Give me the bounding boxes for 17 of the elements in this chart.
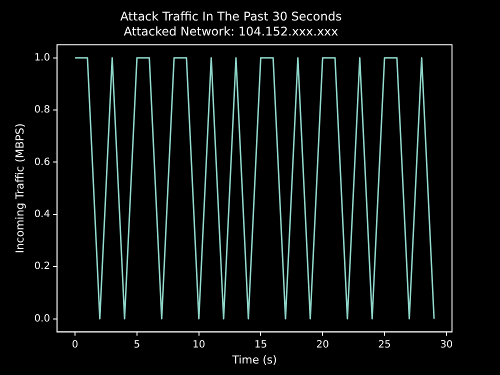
x-tick-label: 25 — [378, 339, 391, 350]
x-tick-label: 20 — [316, 339, 330, 350]
y-tick-label: 0.0 — [34, 313, 50, 324]
y-axis-title: Incoming Traffic (MBPS) — [13, 123, 26, 254]
y-tick-label: 1.0 — [34, 52, 50, 64]
x-tick-label: 10 — [192, 339, 206, 350]
chart-subtitle: Attacked Network: 104.152.xxx.xxx — [124, 24, 338, 39]
x-axis-title: Time (s) — [231, 353, 277, 366]
y-tick-label: 0.4 — [34, 208, 50, 220]
y-tick-label: 0.8 — [34, 104, 50, 116]
y-tick-label: 0.2 — [34, 261, 50, 272]
y-tick-label: 0.6 — [34, 156, 50, 168]
chart-title: Attack Traffic In The Past 30 Seconds — [120, 9, 342, 24]
x-tick-label: 30 — [440, 339, 453, 350]
x-tick-label: 5 — [134, 339, 140, 350]
x-tick-label: 0 — [72, 339, 78, 350]
x-tick-label: 15 — [254, 339, 268, 350]
